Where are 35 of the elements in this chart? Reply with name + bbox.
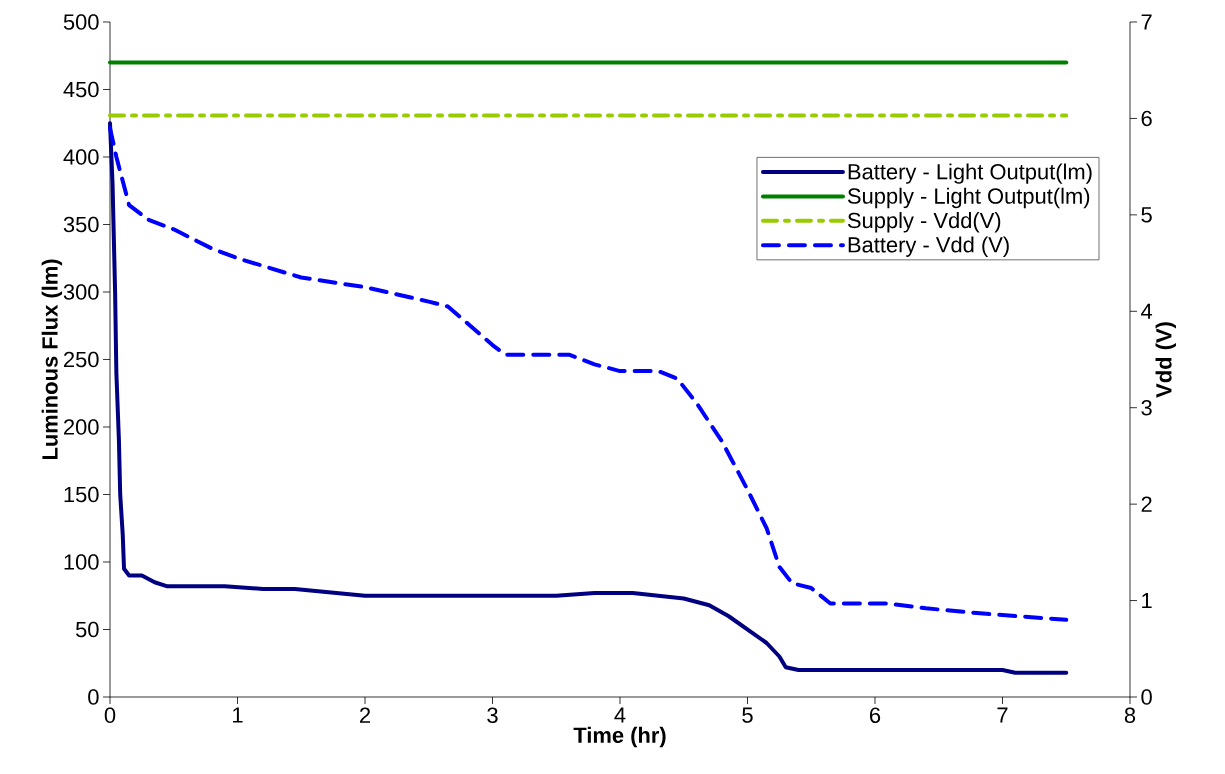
y-tick-label: 500: [63, 14, 99, 30]
y-tick-label: 450: [63, 81, 99, 98]
x-tick-label: 5: [742, 707, 753, 723]
y-tick-label: 350: [63, 216, 99, 233]
legend-label: Supply - Vdd(V): [847, 212, 1001, 233]
x-tick-label: 6: [870, 707, 881, 724]
y-tick-label: 200: [64, 419, 99, 435]
legend-label: Battery - Vdd (V): [848, 236, 1009, 257]
x-tick-label: 4: [614, 707, 626, 723]
y-tick-label: 300: [63, 284, 99, 300]
x-tick-label: 8: [1124, 707, 1136, 724]
y2-tick-label: 7: [1141, 14, 1152, 30]
x-tick-label: 3: [487, 707, 498, 724]
y2-axis-title: Vdd (V): [1155, 322, 1176, 398]
x-tick-label: 2: [360, 707, 370, 723]
y2-tick-label: 4: [1141, 303, 1153, 319]
y2-tick-label: 0: [1141, 689, 1152, 705]
y-tick-label: 150: [64, 486, 99, 503]
legend-label: Supply - Light Output(lm): [847, 187, 1090, 209]
x-axis-title: Time (hr): [573, 726, 666, 748]
y-tick-label: 0: [88, 689, 99, 705]
legend-label: Battery - Light Output(lm): [848, 163, 1092, 184]
y2-tick-label: 6: [1141, 110, 1152, 127]
y-tick-label: 100: [64, 554, 99, 570]
y2-tick-label: 5: [1141, 207, 1152, 223]
x-tick-label: 1: [233, 707, 243, 723]
x-tick-label: 0: [104, 707, 116, 724]
y2-tick-label: 1: [1142, 593, 1152, 609]
y-axis-title: Luminous Flux (lm): [41, 259, 63, 460]
y2-tick-label: 3: [1141, 399, 1152, 416]
y-tick-label: 250: [64, 351, 99, 368]
y-tick-label: 400: [63, 149, 99, 165]
x-tick-label: 7: [997, 707, 1008, 723]
y2-tick-label: 2: [1141, 496, 1152, 512]
y-tick-label: 50: [75, 621, 99, 638]
